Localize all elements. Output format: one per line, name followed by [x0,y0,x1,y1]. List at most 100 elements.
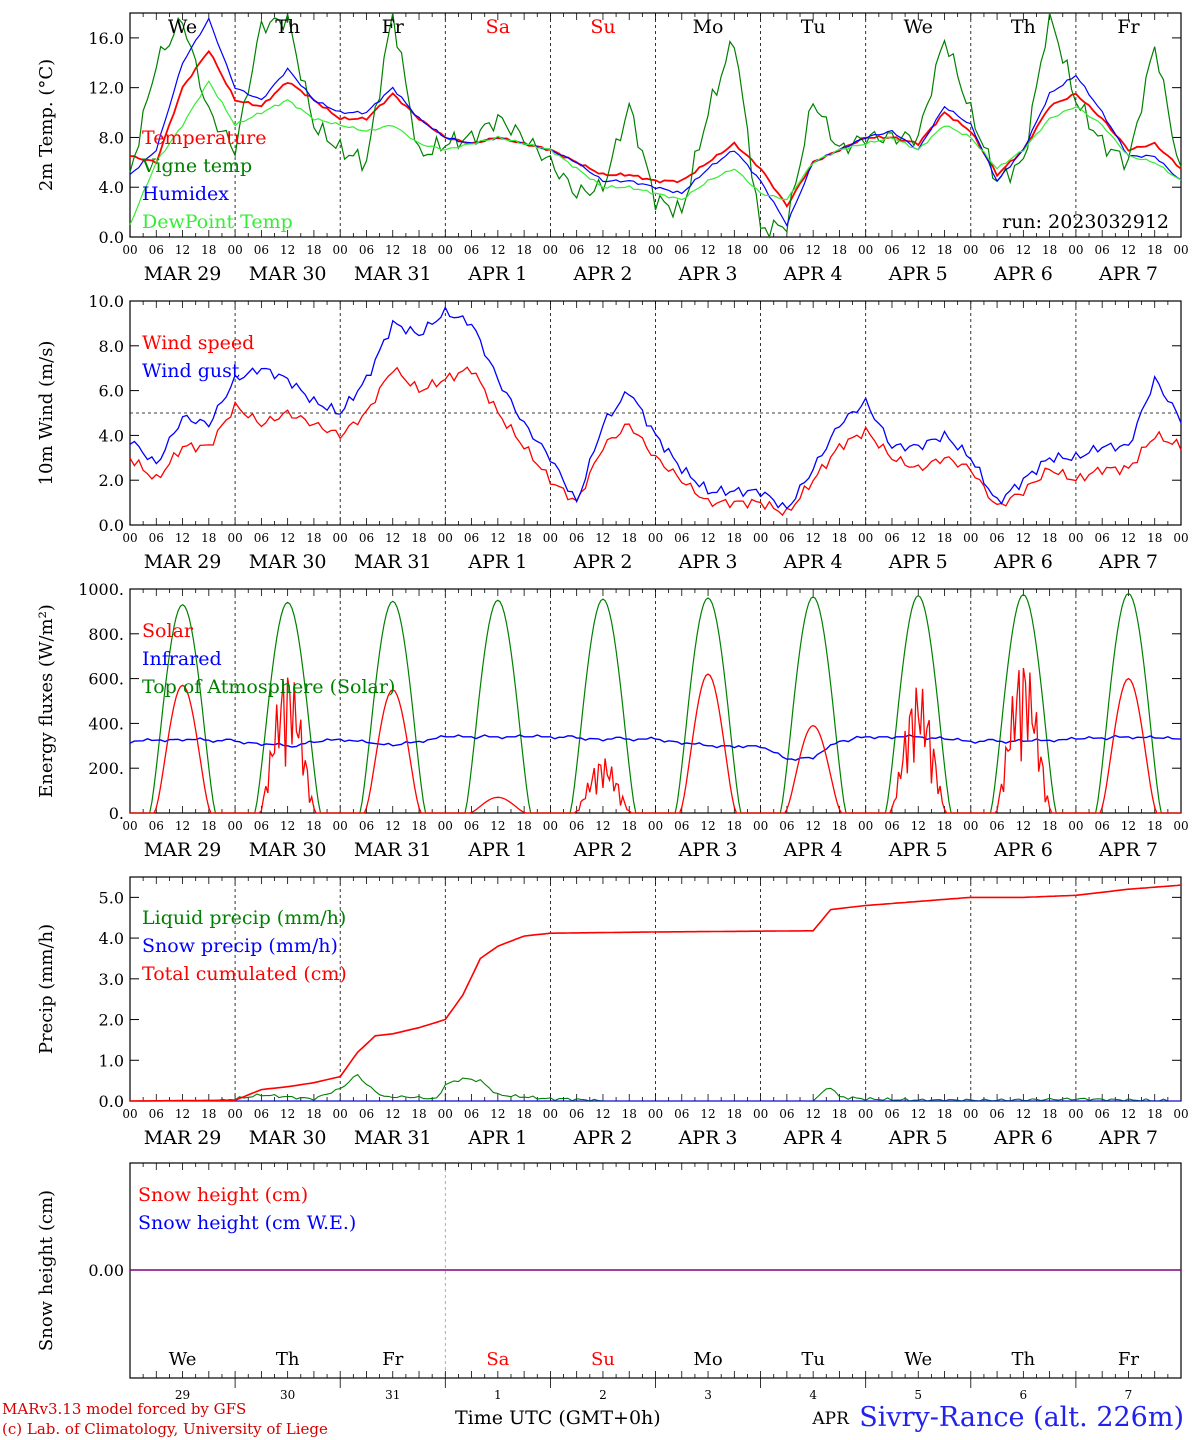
hour-tick-label: 06 [464,1107,479,1121]
hour-tick-label: 12 [175,243,190,257]
hour-tick-label: 00 [1173,243,1188,257]
run-annotation: run: 2023032912 [1002,211,1169,233]
hour-tick-label: 18 [411,531,426,545]
hour-tick-label: 06 [674,819,689,833]
plot-frame [129,12,1182,238]
legend-entry: Liquid precip (mm/h) [142,907,346,929]
hour-tick-label: 18 [306,243,321,257]
hour-tick-label: 12 [1121,243,1136,257]
hour-tick-label: 00 [438,531,453,545]
hour-tick-label: 18 [516,243,531,257]
date-label: APR 6 [993,839,1053,861]
hour-tick-label: 12 [175,531,190,545]
y-tick-label: 5.0 [99,888,124,907]
legend-entry: Top of Atmosphere (Solar) [142,676,395,698]
day-number: 30 [280,1388,295,1402]
weekday-label: We [169,1349,197,1370]
date-label: MAR 30 [249,839,327,861]
hour-tick-label: 12 [595,243,610,257]
date-label: APR 7 [1098,1127,1158,1149]
hour-tick-label: 18 [622,819,637,833]
date-label: APR 5 [888,263,948,285]
hour-tick-label: 06 [359,819,374,833]
date-label: MAR 29 [144,1127,222,1149]
hour-tick-label: 00 [438,1107,453,1121]
date-label: APR 3 [678,1127,738,1149]
hour-tick-label: 18 [622,243,637,257]
hour-tick-label: 00 [648,819,663,833]
y-tick-label: 8.0 [99,337,124,356]
hour-tick-label: 12 [700,531,715,545]
series-dewpoint-temp [129,80,1182,225]
date-label: APR 6 [993,263,1053,285]
station-title: Sivry-Rance (alt. 226m) [859,1402,1184,1433]
y-tick-label: 400. [88,714,124,733]
series-humidex [129,17,1182,227]
day-number: 4 [809,1388,817,1402]
weekday-label: Fr [382,1349,403,1370]
month-label: APR [811,1409,850,1429]
hour-tick-label: 18 [201,243,216,257]
hour-tick-label: 18 [411,1107,426,1121]
hour-tick-label: 06 [884,243,899,257]
hour-tick-label: 18 [1147,243,1162,257]
hour-tick-label: 18 [516,531,531,545]
hour-tick-label: 12 [490,1107,505,1121]
date-label: APR 7 [1098,839,1158,861]
legend-entry: Wind gust [142,360,240,382]
legend-entry: Vigne temp [141,155,252,177]
weekday-label: We [904,1349,932,1370]
day-number: 2 [599,1388,607,1402]
hour-tick-label: 12 [280,1107,295,1121]
wind-panel: 0.0 2.0 4.0 6.0 8.0 10.0 10m Wind (m/s) Wind sp… [36,292,1189,573]
day-number: 6 [1020,1388,1028,1402]
date-label: MAR 30 [249,1127,327,1149]
hour-tick-label: 00 [543,1107,558,1121]
hour-tick-label: 12 [175,1107,190,1121]
hour-tick-label: 06 [254,531,269,545]
date-label: APR 3 [678,551,738,573]
time-axis-label: Time UTC (GMT+0h) [455,1407,661,1429]
weekday-label: Th [276,1349,300,1370]
hour-tick-label: 12 [595,819,610,833]
series-wind-gust [129,305,1182,510]
hour-tick-label: 06 [674,1107,689,1121]
y-axis-label: Energy fluxes (W/m²) [36,604,57,798]
hour-tick-label: 06 [674,531,689,545]
hour-tick-label: 00 [438,243,453,257]
hour-tick-label: 06 [779,819,794,833]
y-tick-label: 2.0 [99,471,124,490]
snow-height-panel: 0.00 Snow height (cm) Snow height (cm) Snow… [36,1162,1182,1429]
hour-tick-label: 00 [333,531,348,545]
hour-tick-label: 00 [122,819,137,833]
hour-tick-label: 12 [700,243,715,257]
hour-tick-label: 00 [648,1107,663,1121]
date-label: MAR 31 [354,1127,432,1149]
hour-tick-label: 06 [1095,1107,1110,1121]
date-label: APR 4 [783,263,843,285]
y-tick-label: 4.0 [99,178,124,197]
weekday-label: Tu [801,16,826,38]
hour-tick-label: 00 [858,531,873,545]
hour-tick-label: 18 [727,243,742,257]
hour-tick-label: 12 [1016,243,1031,257]
hour-tick-label: 18 [727,819,742,833]
hour-tick-label: 00 [333,1107,348,1121]
hour-tick-label: 00 [1173,531,1188,545]
hour-tick-label: 12 [385,531,400,545]
date-label: MAR 30 [249,263,327,285]
weekday-label: Sa [486,16,510,38]
legend-entry: Humidex [142,183,229,205]
hour-tick-label: 00 [963,531,978,545]
date-label: APR 5 [888,551,948,573]
energy-flux-panel: 0. 200. 400. 600. 800. 1000. Energy fluxes (W/… [36,580,1189,861]
hour-tick-label: 00 [122,243,137,257]
hour-tick-label: 12 [490,243,505,257]
day-number: 1 [494,1388,502,1402]
hour-tick-label: 18 [937,243,952,257]
y-tick-label: 12.0 [88,79,124,98]
y-tick-label: 0.0 [99,1092,124,1111]
legend-entry: Total cumulated (cm) [142,963,347,985]
y-axis-label: 2m Temp. (°C) [36,59,57,191]
date-label: APR 5 [888,839,948,861]
